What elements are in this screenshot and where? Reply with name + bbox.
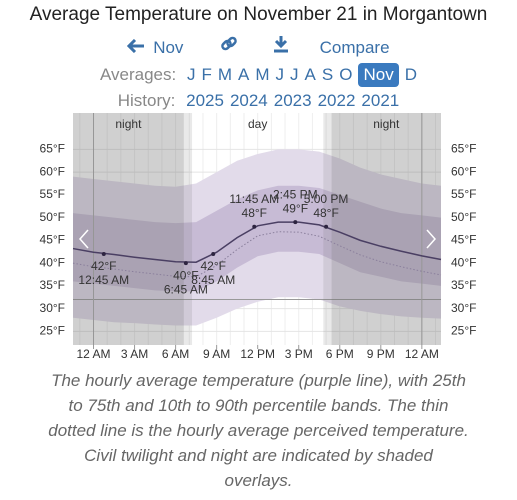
annotation-time: 2:45 PM [273,187,318,201]
y-tick-label: 30°F [40,301,65,315]
y-tick-label-right: 40°F [451,255,476,269]
month-link[interactable]: M [217,65,233,84]
x-tick-label: 6 AM [162,347,189,361]
annotation-dot [211,252,216,257]
annotation-value: 40°F [173,268,198,282]
year-link[interactable]: 2021 [361,91,400,110]
x-tick-label: 3 AM [121,347,148,361]
year-link[interactable]: 2024 [229,91,268,110]
annotation-value: 48°F [242,206,267,220]
y-tick-label-right: 30°F [451,301,476,315]
annotation-value: 42°F [91,259,116,273]
annotation-time: 11:45 AM [229,192,279,206]
x-tick-label: 6 PM [326,347,354,361]
annotation-dot [324,224,329,229]
prev-month[interactable]: Nov [127,38,186,58]
annotation-dot [293,220,298,225]
annotation-dot [183,261,188,266]
y-tick-label: 25°F [40,324,65,338]
download-button[interactable] [272,35,290,58]
nav-row: Nov Compare [0,35,517,58]
y-tick-label-right: 25°F [451,324,476,338]
percentile-band [73,185,441,292]
region-label: day [248,117,267,131]
arrow-icon [127,38,145,54]
month-link[interactable]: J [290,65,299,84]
averages-row: Averages: J F M A M J J A S O Nov D [0,63,517,87]
annotation-value: 42°F [200,259,225,273]
year-link[interactable]: 2022 [317,91,356,110]
annotation-dot [252,224,257,229]
month-link[interactable]: O [339,65,353,84]
y-tick-label-right: 50°F [451,210,476,224]
next-arrow [426,229,437,249]
night-overlay [73,113,184,345]
x-tick-label: 12 AM [405,347,439,361]
caption: The hourly average temperature (purple l… [48,371,469,490]
history-row: History: 2025 2024 2023 2022 2021 [0,91,517,111]
annotation-value: 48°F [313,206,338,220]
compare-link[interactable]: Compare [319,38,390,57]
annotation-value: 49°F [283,201,308,215]
month-link[interactable]: F [201,65,212,84]
year-link[interactable]: 2023 [273,91,312,110]
month-link[interactable]: J [186,65,196,84]
y-tick-label-right: 45°F [451,233,476,247]
month-link[interactable]: J [275,65,285,84]
month-link[interactable]: A [238,65,250,84]
month-link[interactable]: S [321,65,334,84]
region-label: night [115,117,142,131]
y-tick-label: 65°F [40,142,65,156]
x-tick-label: 12 PM [240,347,275,361]
night-overlay [331,113,441,345]
y-tick-label-right: 35°F [451,278,476,292]
month-link[interactable]: A [304,65,316,84]
prev-label: Nov [153,38,184,57]
y-tick-label-right: 60°F [451,164,476,178]
y-tick-label: 50°F [40,210,65,224]
y-tick-label: 40°F [40,255,65,269]
annotation-time: 5:00 PM [304,192,349,206]
y-tick-label: 55°F [40,187,65,201]
annotation-time: 6:45 AM [164,282,208,296]
annotation-time: 8:45 AM [191,273,235,287]
prev-arrow [78,229,89,249]
x-tick-label: 9 PM [367,347,395,361]
month-link[interactable]: Nov [358,63,399,87]
averages-label: Averages: [100,65,177,84]
x-tick-label: 12 AM [77,347,111,361]
y-tick-label-right: 55°F [451,187,476,201]
x-tick-label: 3 PM [285,347,313,361]
history-label: History: [117,91,176,110]
year-link[interactable]: 2025 [186,91,224,110]
month-link[interactable]: D [404,65,417,84]
region-label: night [373,117,400,131]
twilight-overlay [323,113,332,345]
y-tick-label: 45°F [40,233,65,247]
link-button[interactable] [220,35,238,58]
annotation-time: 12:45 AM [78,273,129,287]
download-icon [273,36,288,53]
page-title: Average Temperature on November 21 in Mo… [29,4,488,25]
temperature-line [72,221,442,263]
y-tick-label-right: 65°F [451,142,476,156]
y-tick-label: 60°F [40,164,65,178]
chart: 25°F 25°F 30°F 30°F 35°F 35°F 40°F 40°F 45°F 45°F… [40,113,476,361]
link-icon [221,36,237,51]
x-tick-label: 9 AM [203,347,230,361]
annotation-dot [101,252,106,257]
twilight-overlay [183,113,193,345]
y-tick-label: 35°F [40,278,65,292]
month-link[interactable]: M [255,65,270,84]
